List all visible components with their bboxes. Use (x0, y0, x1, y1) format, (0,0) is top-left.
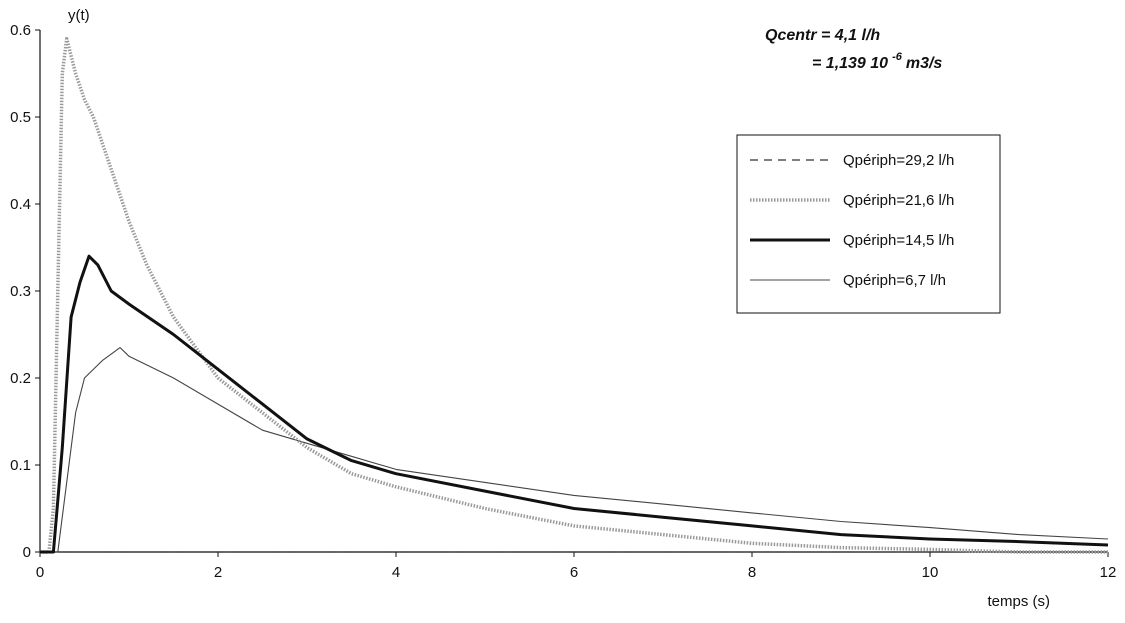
x-tick-label: 10 (922, 564, 939, 581)
y-tick-label: 0.4 (10, 196, 31, 213)
y-tick-label: 0.5 (10, 109, 31, 126)
series-line-4 (40, 347, 1109, 553)
annotation-line2: = 1,139 10 -6 m3/s (812, 47, 942, 72)
x-tick-label: 6 (570, 564, 578, 581)
x-tick-label: 0 (36, 564, 44, 581)
series-line-3 (40, 254, 1109, 554)
series-layer (40, 36, 1109, 554)
plot-area: 0 2 4 6 8 10 12 0 0.1 0.2 0.3 0.4 0.5 0.6 (10, 22, 1116, 581)
y-tick-label: 0 (23, 544, 31, 561)
ticks: 0 2 4 6 8 10 12 0 0.1 0.2 0.3 0.4 0.5 0.6 (10, 22, 1116, 581)
legend-label: Qpériph=6,7 l/h (843, 272, 946, 289)
legend: Qpériph=29,2 l/h Qpériph=21,6 l/h Qpériph=… (736, 134, 1001, 314)
y-axis-label: y(t) (68, 7, 90, 24)
legend-label: Qpériph=29,2 l/h (843, 152, 954, 169)
x-axis-label: temps (s) (987, 593, 1050, 610)
x-tick-label: 8 (748, 564, 756, 581)
annotation-line2-prefix: = 1,139 10 (812, 55, 888, 72)
legend-label: Qpériph=14,5 l/h (843, 232, 954, 249)
legend-items: Qpériph=29,2 l/h Qpériph=21,6 l/h Qpériph=… (750, 152, 954, 289)
legend-label: Qpériph=21,6 l/h (843, 192, 954, 209)
x-tick-label: 4 (392, 564, 400, 581)
y-tick-label: 0.6 (10, 22, 31, 39)
legend-box (736, 134, 1001, 314)
annotation-line1: Qcentr = 4,1 l/h (765, 27, 880, 44)
annotation-line2-suffix: m3/s (906, 55, 943, 72)
y-tick-label: 0.2 (10, 370, 31, 387)
x-tick-label: 2 (214, 564, 222, 581)
y-tick-label: 0.1 (10, 457, 31, 474)
y-tick-label: 0.3 (10, 283, 31, 300)
series-line-2 (40, 36, 1108, 554)
annotation-line2-sup: -6 (892, 51, 903, 63)
x-tick-label: 12 (1100, 564, 1117, 581)
annotation: Qcentr = 4,1 l/h = 1,139 10 -6 m3/s (765, 27, 942, 72)
